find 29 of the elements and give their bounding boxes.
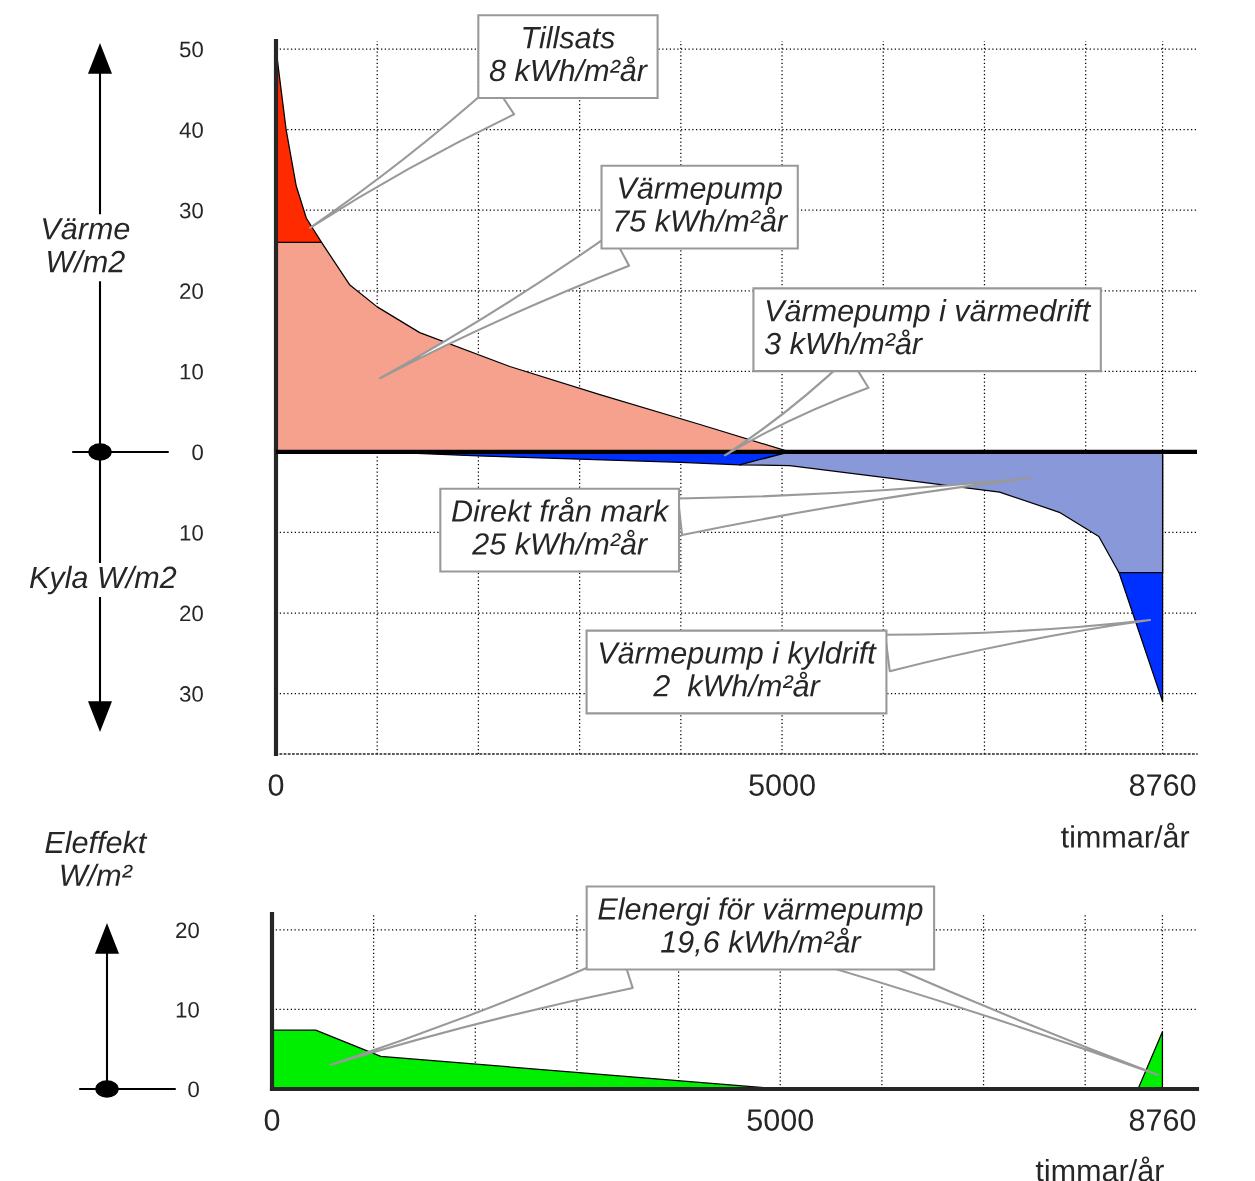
y-tick-label: 0 bbox=[188, 1081, 199, 1098]
x-axis-title: timmar/år bbox=[1061, 822, 1190, 848]
annotation: Tillsats 8 kWh/m²år bbox=[489, 25, 648, 82]
x-axis-title: timmar/år bbox=[1035, 1156, 1164, 1181]
y-tick-label: 20 bbox=[180, 283, 203, 300]
y-tick-label: 10 bbox=[180, 524, 203, 541]
y-axis-title: Eleffekt W/m² bbox=[45, 830, 148, 887]
y-tick-label: 30 bbox=[179, 686, 203, 702]
x-tick-label: 0 bbox=[268, 774, 284, 796]
text: Kyla W/m2 bbox=[29, 565, 177, 595]
annotation: Värmepump 75 kWh/m²år bbox=[615, 177, 789, 232]
x-tick-label: 5000 bbox=[747, 1109, 814, 1131]
annotation: Elenergi för värmepump 19,6 kWh/m²år bbox=[598, 897, 923, 957]
y-tick-label: 40 bbox=[179, 122, 203, 138]
annotation: Värmepump i kyldrift 2 kWh/m²år bbox=[599, 641, 877, 697]
annotation: Värmepump i värmedrift 3 kWh/m²år bbox=[764, 299, 1092, 355]
y-tick-label: 50 bbox=[179, 41, 203, 58]
y-tick-label: 0 bbox=[192, 444, 203, 461]
y-tick-label: 20 bbox=[176, 922, 199, 939]
y-axis-title: Värme W/m2 bbox=[43, 218, 130, 273]
x-tick-label: 0 bbox=[264, 1109, 280, 1131]
y-tick-label: 10 bbox=[180, 363, 203, 380]
x-tick-label: 5000 bbox=[749, 774, 815, 796]
y-tick-label: 20 bbox=[180, 605, 203, 622]
annotation: Direkt från mark 25 kWh/m²år bbox=[451, 496, 670, 555]
y-tick-label: 30 bbox=[179, 202, 203, 219]
x-tick-label: 8760 bbox=[1129, 1109, 1196, 1131]
x-tick-label: 8760 bbox=[1129, 774, 1196, 796]
y-tick-label: 10 bbox=[176, 1001, 199, 1018]
